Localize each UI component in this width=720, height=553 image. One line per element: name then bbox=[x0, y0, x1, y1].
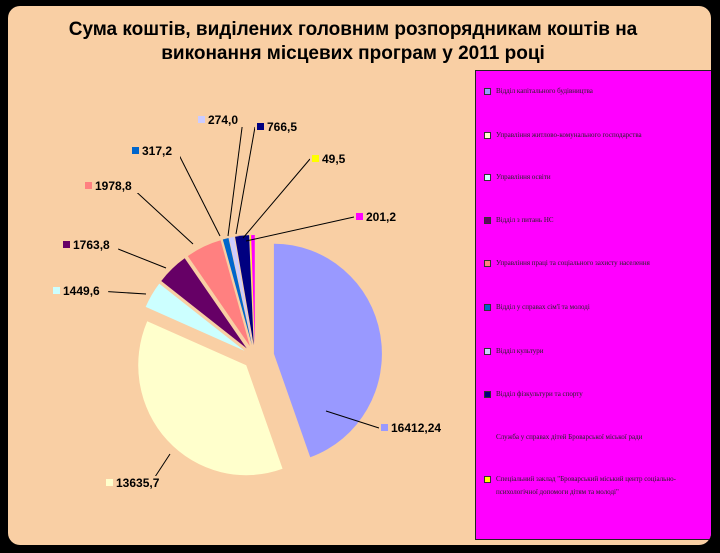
legend-label: Відділ у справах сім'ї та молоді bbox=[496, 303, 590, 311]
legend-item: Управління освіти bbox=[484, 171, 711, 184]
chart-title-line-2: виконання місцевих програм у 2011 році bbox=[161, 43, 545, 64]
data-label-swatch bbox=[198, 116, 205, 123]
legend-swatch bbox=[484, 348, 491, 355]
legend-label: Відділ з питань НС bbox=[496, 216, 554, 224]
legend-swatch bbox=[484, 88, 491, 95]
legend-label: Спеціальний заклад "Броварський міський … bbox=[496, 475, 676, 496]
data-label: 274,0 bbox=[208, 113, 238, 127]
legend-swatch bbox=[484, 217, 491, 224]
legend-item: Управління житлово-комунального господар… bbox=[484, 129, 711, 142]
chart-frame: Сума коштів, виділених головним розпоряд… bbox=[8, 6, 711, 545]
data-labels: 16412,24 13635,7 1449,6 1763,8 1978,8 317,2 27… bbox=[51, 113, 451, 490]
legend-item: Відділ культури bbox=[484, 345, 711, 358]
data-label-swatch bbox=[85, 182, 92, 189]
data-label: 49,5 bbox=[322, 152, 346, 166]
pie-slice bbox=[251, 235, 255, 346]
leader-line bbox=[176, 150, 221, 237]
data-label: 13635,7 bbox=[116, 476, 160, 490]
legend-label: Управління праці та соціального захисту … bbox=[496, 259, 650, 267]
data-label: 201,2 bbox=[366, 210, 396, 224]
pie-slice bbox=[161, 258, 247, 349]
data-label-background bbox=[196, 113, 246, 127]
leader-line bbox=[129, 185, 194, 245]
data-label-swatch bbox=[63, 241, 70, 248]
legend-item: Відділ фізкультури та спорту bbox=[484, 388, 711, 401]
legend-label: Відділ капітального будівництва bbox=[496, 87, 593, 95]
legend-item: Відділ з питань НС bbox=[484, 214, 711, 227]
legend-item: Відділ капітального будівництва bbox=[484, 85, 711, 98]
legend-label: Відділ фізкультури та спорту bbox=[496, 390, 583, 398]
data-label-background bbox=[130, 144, 180, 158]
data-label: 1978,8 bbox=[95, 179, 132, 193]
data-label-background bbox=[354, 210, 404, 224]
pie-slice bbox=[138, 321, 283, 476]
legend-label: Служба у справах дітей Броварської міськ… bbox=[496, 433, 643, 441]
data-label-background bbox=[255, 120, 305, 134]
data-label-background bbox=[310, 152, 353, 166]
legend-swatch bbox=[484, 260, 491, 267]
data-label: 766,5 bbox=[267, 120, 297, 134]
data-label-background bbox=[104, 476, 169, 490]
legend-item: Відділ у справах сім'ї та молоді bbox=[484, 301, 711, 314]
chart-title-line-1: Сума коштів, виділених головним розпоряд… bbox=[68, 19, 638, 40]
chart-title: Сума коштів, виділених головним розпоряд… bbox=[48, 18, 658, 66]
legend-item: Управління праці та соціального захисту … bbox=[484, 257, 711, 270]
data-label-background bbox=[51, 284, 109, 298]
pie-slice bbox=[222, 238, 253, 346]
chart-legend: Відділ капітального будівництва Управлінн… bbox=[475, 70, 711, 540]
legend-label: Відділ культури bbox=[496, 347, 544, 355]
data-label: 16412,24 bbox=[391, 421, 441, 435]
legend-swatch bbox=[484, 434, 491, 441]
data-label-swatch bbox=[356, 213, 363, 220]
legend-swatch bbox=[484, 476, 491, 483]
pie-chart: 16412,24 13635,7 1449,6 1763,8 1978,8 317,2 27… bbox=[51, 113, 451, 490]
data-label-background bbox=[83, 179, 141, 193]
legend-swatch bbox=[484, 391, 491, 398]
pie-slice bbox=[145, 283, 245, 351]
pie-slice bbox=[187, 240, 250, 347]
pie-slice bbox=[249, 235, 255, 346]
data-label: 1763,8 bbox=[73, 238, 110, 252]
legend-swatch bbox=[484, 132, 491, 139]
data-label-swatch bbox=[312, 155, 319, 162]
legend-swatch bbox=[484, 174, 491, 181]
data-label: 1449,6 bbox=[63, 284, 100, 298]
data-label-swatch bbox=[381, 424, 388, 431]
data-label-swatch bbox=[106, 479, 113, 486]
pie-slices bbox=[138, 235, 382, 476]
pie-slice bbox=[273, 243, 382, 458]
leader-line bbox=[325, 410, 380, 429]
data-label-background bbox=[61, 238, 119, 252]
legend-label: Управління житлово-комунального господар… bbox=[496, 131, 642, 139]
leader-line bbox=[242, 158, 311, 239]
leader-line bbox=[235, 126, 256, 235]
data-label-swatch bbox=[53, 287, 60, 294]
data-label-background bbox=[379, 421, 451, 435]
legend-item: Спеціальний заклад "Броварський міський … bbox=[484, 473, 711, 499]
pie-slice bbox=[235, 235, 254, 346]
legend-label: Управління освіти bbox=[496, 173, 551, 181]
data-label: 317,2 bbox=[142, 144, 172, 158]
legend-swatch bbox=[484, 304, 491, 311]
leader-line bbox=[227, 119, 244, 237]
data-label-swatch bbox=[132, 147, 139, 154]
leader-line bbox=[245, 216, 355, 242]
data-label-swatch bbox=[257, 123, 264, 130]
pie-slice bbox=[229, 236, 253, 346]
legend-item: Служба у справах дітей Броварської міськ… bbox=[484, 431, 711, 444]
